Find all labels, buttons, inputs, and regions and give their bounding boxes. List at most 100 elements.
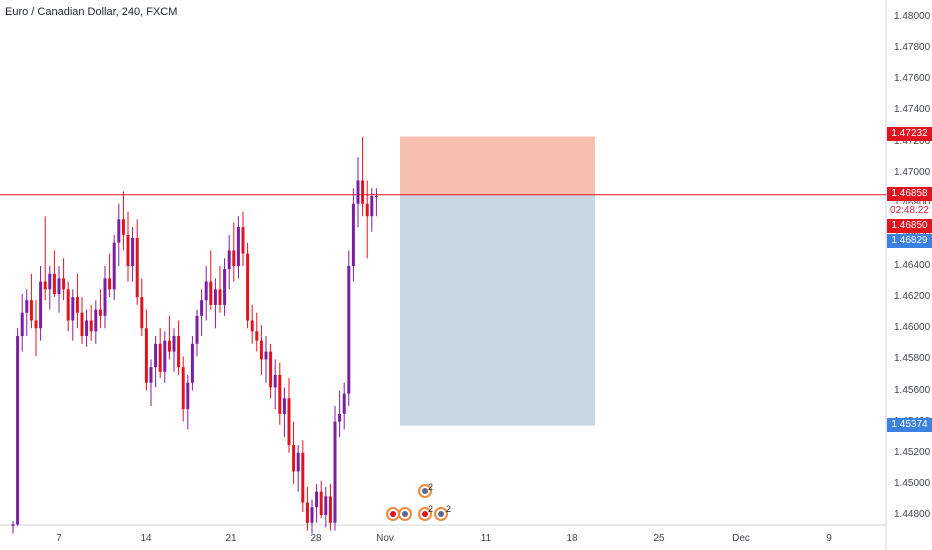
candle-body (356, 180, 360, 204)
candle-body (163, 340, 167, 372)
bar-countdown: 02:48:22 (887, 204, 932, 218)
candle-body (57, 278, 61, 295)
candle-body (25, 300, 29, 313)
time-tick-label: 11 (480, 533, 492, 544)
candle-body (333, 421, 337, 523)
candle-body (223, 269, 227, 305)
candle-body (135, 237, 139, 298)
candle-body (310, 507, 314, 523)
time-tick-label: 21 (225, 533, 237, 544)
candle-body (250, 320, 254, 332)
economic-event-icon[interactable] (434, 507, 448, 521)
stop-price-badge: 1.47232 (887, 127, 932, 141)
price-tick-label: 1.45800 (894, 353, 931, 365)
candle-body (167, 340, 171, 352)
candle-body (324, 496, 328, 515)
candle-body (66, 289, 70, 321)
candle-body (204, 281, 208, 301)
candle-body (29, 300, 33, 321)
candle-body (190, 343, 194, 383)
time-tick-label: Nov (376, 533, 394, 544)
candle-body (177, 336, 181, 368)
candle-body (296, 452, 300, 472)
candle-body (20, 312, 24, 337)
price-tick-label: 1.48000 (894, 11, 931, 22)
candle-body (39, 281, 43, 329)
candle-body (186, 382, 190, 410)
price-tick-label: 1.46200 (894, 291, 931, 303)
candle-body (278, 374, 282, 414)
candle-body (94, 309, 98, 332)
candle-body (158, 343, 162, 372)
candle-body (85, 320, 89, 337)
economic-event-icon[interactable] (418, 484, 432, 498)
bid-price-badge: 1.46829 (887, 234, 932, 248)
candle-body (361, 180, 365, 204)
candle-body (149, 367, 153, 383)
event-count: 2 (428, 504, 434, 514)
price-tick-label: 1.46000 (894, 322, 931, 334)
event-count: 2 (428, 482, 434, 492)
candle-body (140, 297, 144, 329)
candle-body (48, 273, 52, 290)
candle-body (315, 491, 319, 508)
candle-body (172, 336, 176, 352)
event-count: 2 (446, 504, 452, 514)
candle-body (62, 278, 66, 290)
candle-body (112, 242, 116, 290)
candle-body (236, 227, 240, 266)
time-tick-label: 18 (566, 533, 578, 544)
candle-body (269, 351, 273, 388)
candle-body (16, 336, 20, 525)
price-tick-label: 1.47400 (894, 104, 931, 116)
candle-body (319, 491, 323, 515)
price-tick-label: 1.46800 (894, 198, 930, 209)
candle-body (121, 219, 125, 235)
candle-body (264, 351, 268, 360)
price-tick-label: 1.45200 (894, 446, 931, 458)
short-position-target-zone (400, 194, 595, 426)
time-tick-label: 9 (826, 533, 832, 544)
price-tick-label: 1.47600 (894, 73, 931, 85)
candle-body (328, 496, 332, 523)
candle-body (255, 331, 259, 341)
candle-body (75, 297, 79, 313)
short-position-stop-zone (400, 136, 595, 195)
candle-body (292, 444, 296, 472)
candle-body (154, 343, 158, 368)
canada-flag-icon[interactable] (418, 507, 432, 521)
price-tick-label: 1.47800 (894, 42, 931, 54)
candle-body (347, 266, 351, 394)
candle-body (103, 278, 107, 316)
candle-body (71, 297, 75, 321)
candle-body (305, 502, 309, 523)
candle-body (98, 309, 102, 316)
time-tick-label: 28 (310, 533, 322, 544)
candle-body (181, 367, 185, 410)
economic-event-icon[interactable] (398, 507, 412, 521)
candle-body (365, 203, 369, 217)
price-tick-label: 1.47000 (894, 166, 931, 178)
candle-body (80, 312, 84, 337)
candle-body (338, 413, 342, 422)
candle-body (89, 320, 93, 332)
time-tick-label: 14 (140, 533, 152, 544)
candle-body (287, 398, 291, 445)
candle-body (117, 219, 121, 243)
time-tick-label: 7 (56, 533, 62, 544)
candle-body (259, 340, 263, 360)
candle-body (301, 452, 305, 503)
candle-body (52, 273, 56, 295)
candle-body (108, 278, 112, 290)
candle-body (232, 250, 236, 266)
candle-body (351, 203, 355, 266)
candle-body (200, 300, 204, 316)
candle-body (209, 281, 213, 305)
last-price-badge: 1.46850 (887, 219, 932, 233)
time-tick-label: Dec (732, 533, 750, 544)
candle-body (126, 234, 130, 266)
candle-body (342, 393, 346, 414)
price-tick-label: 1.44800 (894, 509, 931, 520)
candle-body (195, 315, 199, 344)
